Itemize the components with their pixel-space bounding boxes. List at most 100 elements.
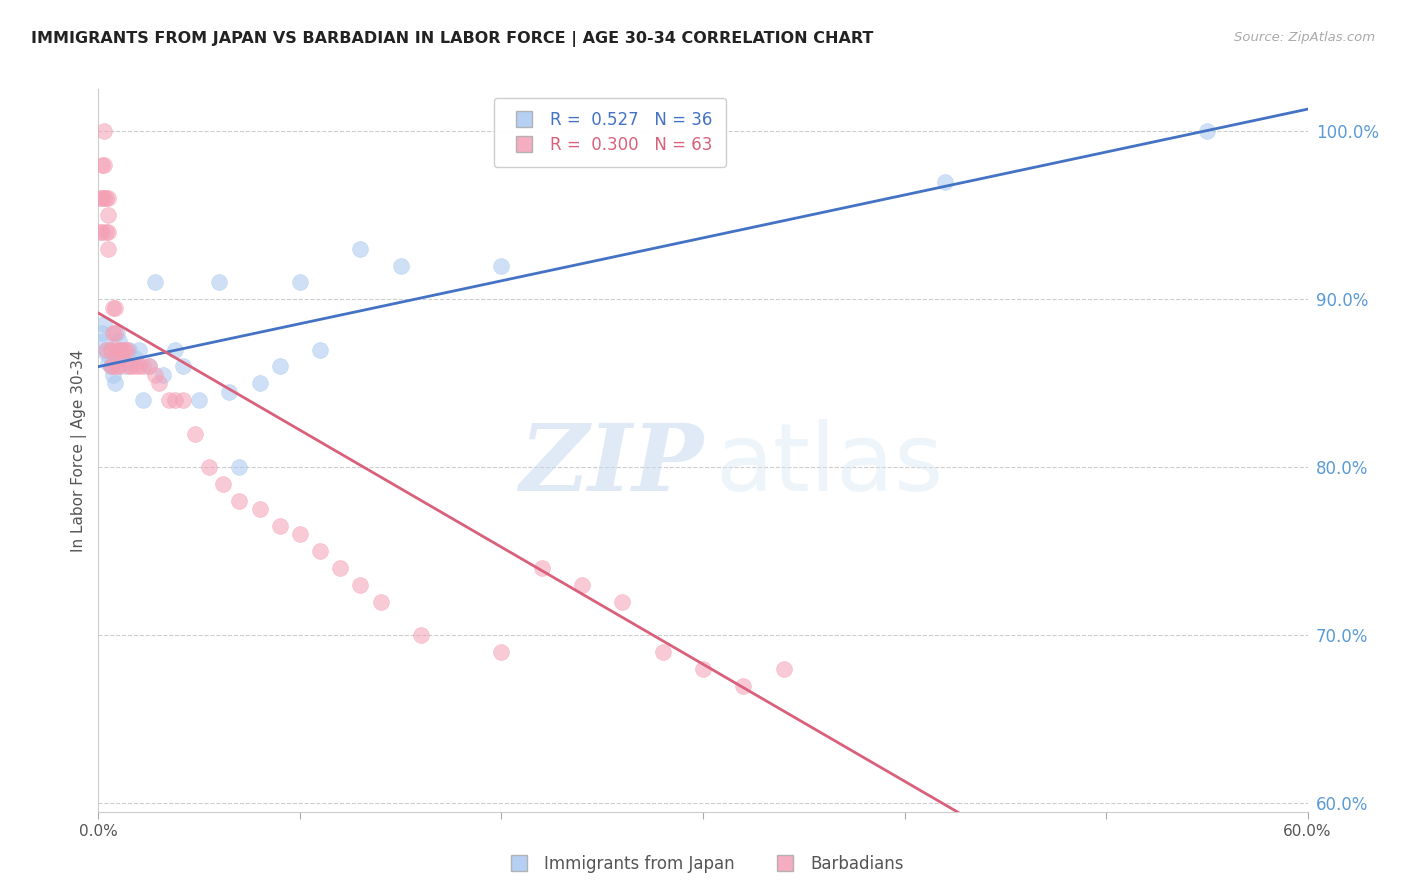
Point xyxy=(101,326,124,340)
Point xyxy=(97,191,120,205)
Point xyxy=(148,376,170,391)
Point xyxy=(934,175,956,189)
Point xyxy=(571,578,593,592)
Point xyxy=(114,343,136,357)
Legend: Immigrants from Japan, Barbadians: Immigrants from Japan, Barbadians xyxy=(496,848,910,880)
Point xyxy=(89,225,111,239)
Point xyxy=(124,359,146,374)
Point xyxy=(93,158,115,172)
Point xyxy=(163,392,186,407)
Text: Source: ZipAtlas.com: Source: ZipAtlas.com xyxy=(1234,31,1375,45)
Point xyxy=(349,242,371,256)
Point xyxy=(93,334,115,349)
Point xyxy=(651,645,673,659)
Point xyxy=(97,356,120,370)
Point xyxy=(105,343,128,357)
Point xyxy=(188,392,211,407)
Point xyxy=(612,595,634,609)
Point xyxy=(101,359,124,374)
Point xyxy=(349,578,371,592)
Point xyxy=(184,426,207,441)
Point xyxy=(120,359,142,374)
Point xyxy=(163,343,186,357)
Point xyxy=(143,368,166,382)
Point xyxy=(198,460,221,475)
Point xyxy=(491,259,513,273)
Point xyxy=(1195,124,1218,138)
Point xyxy=(114,359,136,374)
Point xyxy=(530,561,553,575)
Point xyxy=(103,326,125,340)
Point xyxy=(93,191,115,205)
Point xyxy=(107,343,129,357)
Point xyxy=(772,662,794,676)
Point xyxy=(96,225,118,239)
Point xyxy=(91,158,114,172)
Point xyxy=(128,359,150,374)
Point xyxy=(370,595,392,609)
Point xyxy=(111,343,134,357)
Point xyxy=(228,460,250,475)
Point xyxy=(138,359,160,374)
Point xyxy=(110,343,132,357)
Point xyxy=(269,359,291,374)
Point xyxy=(491,645,513,659)
Point xyxy=(101,368,124,382)
Point xyxy=(128,343,150,357)
Point xyxy=(249,502,271,516)
Point xyxy=(208,276,231,290)
Point xyxy=(309,544,332,558)
Point xyxy=(138,359,160,374)
Point xyxy=(269,519,291,533)
Point xyxy=(100,343,122,357)
Point xyxy=(105,326,128,340)
Point xyxy=(97,208,120,222)
Point xyxy=(249,376,271,391)
Point xyxy=(132,359,155,374)
Point xyxy=(103,376,125,391)
Point xyxy=(97,242,120,256)
Text: ZIP: ZIP xyxy=(519,420,703,510)
Point xyxy=(288,276,311,290)
Point xyxy=(118,343,141,357)
Point xyxy=(89,191,111,205)
Text: IMMIGRANTS FROM JAPAN VS BARBADIAN IN LABOR FORCE | AGE 30-34 CORRELATION CHART: IMMIGRANTS FROM JAPAN VS BARBADIAN IN LA… xyxy=(31,31,873,47)
Point xyxy=(651,124,673,138)
Point xyxy=(100,343,122,357)
Point xyxy=(143,276,166,290)
Point xyxy=(91,191,114,205)
Point xyxy=(107,359,129,374)
Point xyxy=(118,359,141,374)
Text: atlas: atlas xyxy=(716,419,943,511)
Point xyxy=(157,392,180,407)
Point xyxy=(172,359,194,374)
Point xyxy=(309,343,332,357)
Point xyxy=(409,628,432,642)
Point xyxy=(93,124,115,138)
Y-axis label: In Labor Force | Age 30-34: In Labor Force | Age 30-34 xyxy=(72,349,87,552)
Point xyxy=(115,343,138,357)
Point xyxy=(228,494,250,508)
Point xyxy=(110,351,132,365)
Point xyxy=(96,343,118,357)
Point xyxy=(733,679,755,693)
Point xyxy=(91,225,114,239)
Point xyxy=(91,326,114,340)
Point xyxy=(103,301,125,315)
Point xyxy=(100,359,122,374)
Point xyxy=(101,301,124,315)
Point xyxy=(212,477,235,491)
Point xyxy=(692,662,714,676)
Point xyxy=(93,318,115,332)
Legend: R =  0.527   N = 36, R =  0.300   N = 63: R = 0.527 N = 36, R = 0.300 N = 63 xyxy=(494,97,725,167)
Point xyxy=(132,392,155,407)
Point xyxy=(105,359,128,374)
Point xyxy=(96,346,118,360)
Point xyxy=(107,334,129,349)
Point xyxy=(96,343,118,357)
Point xyxy=(218,384,240,399)
Point xyxy=(172,392,194,407)
Point xyxy=(329,561,352,575)
Point xyxy=(288,527,311,541)
Point xyxy=(97,225,120,239)
